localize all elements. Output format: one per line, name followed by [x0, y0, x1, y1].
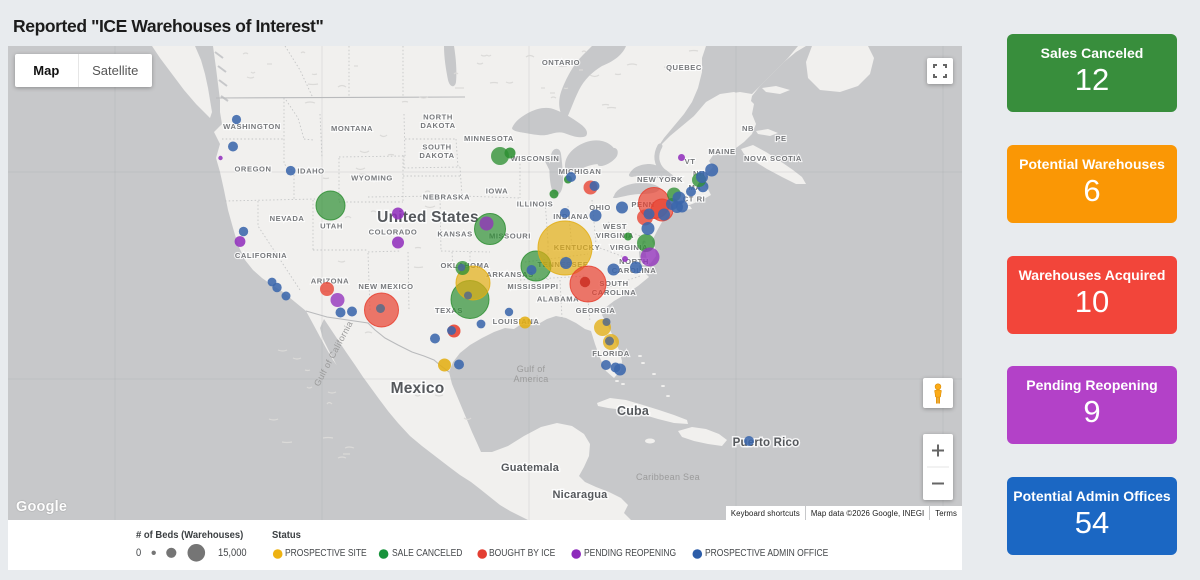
svg-text:OREGON: OREGON	[234, 165, 271, 174]
svg-text:MA: MA	[689, 183, 702, 192]
svg-text:Cuba: Cuba	[617, 404, 650, 418]
svg-text:Caribbean Sea: Caribbean Sea	[636, 472, 700, 482]
svg-text:IDAHO: IDAHO	[297, 167, 324, 176]
svg-text:MISSISSIPPI: MISSISSIPPI	[507, 282, 558, 291]
svg-text:PE: PE	[775, 134, 786, 143]
svg-text:ALABAMA: ALABAMA	[537, 295, 579, 304]
svg-text:WEST: WEST	[603, 222, 627, 231]
svg-text:NEBRASKA: NEBRASKA	[423, 193, 470, 202]
svg-text:MONTANA: MONTANA	[331, 124, 373, 133]
svg-text:CALIFORNIA: CALIFORNIA	[235, 251, 287, 260]
svg-text:VT: VT	[685, 157, 696, 166]
svg-text:DAKOTA: DAKOTA	[420, 121, 455, 130]
svg-text:TEXAS: TEXAS	[435, 306, 463, 315]
svg-text:NEW YORK: NEW YORK	[637, 175, 683, 184]
svg-text:WASHINGTON: WASHINGTON	[223, 122, 281, 131]
svg-text:MAINE: MAINE	[708, 147, 735, 156]
svg-text:DAKOTA: DAKOTA	[419, 151, 454, 160]
svg-text:ARKANSAS: ARKANSAS	[486, 270, 533, 279]
svg-text:COLORADO: COLORADO	[369, 228, 418, 237]
svg-text:WYOMING: WYOMING	[351, 174, 393, 183]
svg-text:MINNESOTA: MINNESOTA	[464, 134, 514, 143]
svg-text:NB: NB	[742, 124, 754, 133]
svg-text:NEW MEXICO: NEW MEXICO	[358, 282, 413, 291]
svg-text:MISSOURI: MISSOURI	[489, 232, 531, 241]
svg-text:Guatemala: Guatemala	[501, 462, 560, 474]
svg-text:VIRGINIA: VIRGINIA	[610, 243, 648, 252]
svg-text:MICHIGAN: MICHIGAN	[559, 167, 602, 176]
svg-text:VIRGINIA: VIRGINIA	[596, 231, 634, 240]
svg-text:Puerto Rico: Puerto Rico	[733, 437, 800, 449]
svg-text:ARIZONA: ARIZONA	[311, 277, 349, 286]
svg-text:SOUTH: SOUTH	[599, 279, 628, 288]
svg-text:UTAH: UTAH	[320, 222, 343, 231]
svg-text:NORTH: NORTH	[619, 257, 649, 266]
svg-text:FLORIDA: FLORIDA	[592, 349, 630, 358]
svg-text:IOWA: IOWA	[486, 187, 508, 196]
svg-text:CAROLINA: CAROLINA	[592, 288, 636, 297]
svg-text:NEVADA: NEVADA	[270, 214, 305, 223]
svg-text:ILLINOIS: ILLINOIS	[517, 200, 553, 209]
svg-text:KANSAS: KANSAS	[437, 230, 472, 239]
svg-text:CT RI: CT RI	[683, 195, 706, 204]
svg-text:WISCONSIN: WISCONSIN	[511, 154, 560, 163]
svg-text:GEORGIA: GEORGIA	[576, 306, 616, 315]
svg-text:OHIO: OHIO	[589, 203, 611, 212]
svg-text:Nicaragua: Nicaragua	[553, 489, 609, 501]
svg-text:NORTH: NORTH	[423, 113, 453, 122]
svg-text:America: America	[513, 374, 548, 384]
svg-text:Gulf of: Gulf of	[517, 364, 546, 374]
svg-text:NOVA SCOTIA: NOVA SCOTIA	[744, 154, 802, 163]
svg-text:Mexico: Mexico	[391, 380, 445, 397]
svg-text:LOUISIANA: LOUISIANA	[493, 317, 540, 326]
svg-text:ONTARIO: ONTARIO	[542, 58, 580, 67]
svg-text:INDIANA: INDIANA	[553, 212, 589, 221]
svg-text:QUEBEC: QUEBEC	[666, 63, 702, 72]
svg-text:SOUTH: SOUTH	[422, 143, 451, 152]
